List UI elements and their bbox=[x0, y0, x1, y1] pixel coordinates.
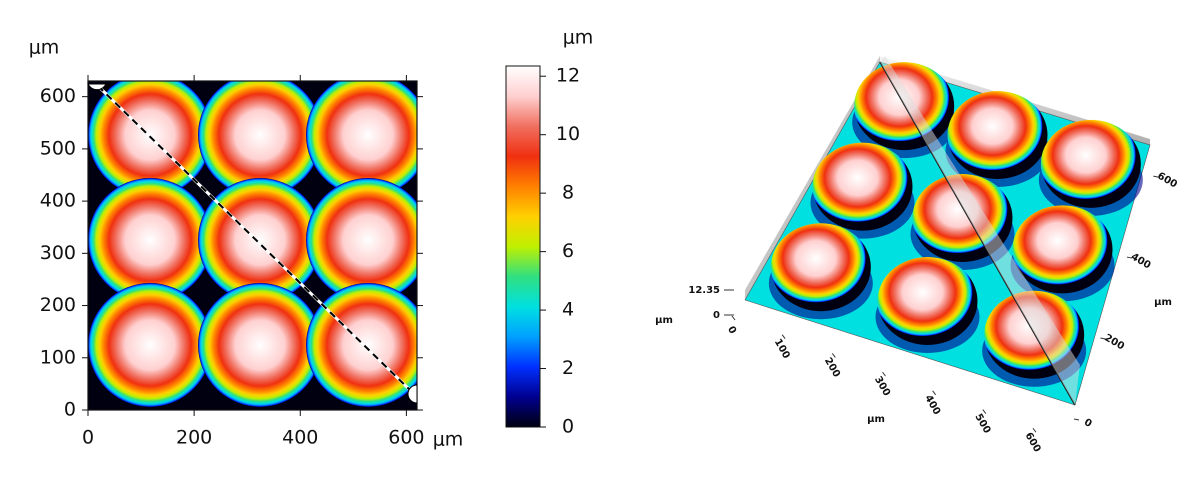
z3d-tick-label: 0 bbox=[713, 310, 720, 321]
x3d-tick-label: 100 bbox=[772, 337, 792, 361]
y-tick-label: 200 bbox=[40, 294, 76, 316]
x3d-tick bbox=[731, 315, 736, 321]
surface-3d bbox=[744, 56, 1151, 406]
x3d-tick bbox=[932, 390, 937, 396]
x-tick-label: 0 bbox=[82, 427, 94, 449]
z3d-tick-label: 12.35 bbox=[688, 285, 720, 296]
lens-spot bbox=[198, 81, 322, 197]
x3d-tick bbox=[831, 353, 836, 358]
lens-spot bbox=[306, 178, 417, 302]
lens-spot bbox=[198, 178, 322, 302]
x3d-tick-label: 600 bbox=[1023, 431, 1043, 455]
x3d-tick-label: 500 bbox=[972, 412, 992, 436]
colorbar-tick-label: 8 bbox=[562, 182, 574, 204]
colorbar bbox=[505, 65, 541, 428]
y-tick-label: 100 bbox=[40, 346, 76, 368]
x3d-tick bbox=[982, 409, 987, 414]
lens-dome bbox=[1040, 119, 1141, 208]
profile-plane bbox=[880, 56, 1080, 405]
colorbar-tick-label: 0 bbox=[562, 416, 574, 438]
profile-start-cap bbox=[87, 83, 107, 91]
lens-dome bbox=[770, 223, 871, 312]
x3d-axis-unit: μm bbox=[867, 414, 885, 425]
colorbar-unit: μm bbox=[563, 27, 594, 49]
y3d-tick bbox=[1126, 256, 1133, 259]
y3d-axis-unit: μm bbox=[1154, 297, 1172, 308]
lens-spot bbox=[198, 283, 322, 407]
lens-spot bbox=[306, 81, 417, 197]
lens-dome bbox=[877, 257, 978, 345]
y-tick-label: 0 bbox=[64, 399, 76, 421]
y-tick-label: 600 bbox=[40, 85, 76, 107]
x3d-tick-label: 200 bbox=[822, 356, 842, 380]
colorbar-tick-label: 4 bbox=[562, 299, 574, 321]
x3d-tick-label: 300 bbox=[872, 375, 892, 399]
lens-dome bbox=[1012, 205, 1113, 294]
y-tick-label: 300 bbox=[40, 242, 76, 264]
y-axis-unit: μm bbox=[29, 37, 60, 59]
lens-spot bbox=[88, 178, 212, 302]
x3d-tick-label: 400 bbox=[922, 393, 942, 417]
y-tick-label: 400 bbox=[40, 190, 76, 212]
x3d-tick-label: 0 bbox=[725, 324, 738, 336]
lens-dome bbox=[812, 142, 913, 231]
x3d-tick bbox=[882, 371, 886, 377]
heatmap-field bbox=[88, 81, 417, 410]
y3d-tick bbox=[1153, 175, 1159, 178]
x-axis-unit: μm bbox=[433, 429, 464, 451]
x3d-tick bbox=[781, 334, 786, 340]
z-axis-unit: μm bbox=[655, 315, 673, 326]
x-tick-label: 600 bbox=[388, 427, 424, 449]
x-tick-label: 200 bbox=[176, 427, 212, 449]
colorbar-tick-label: 10 bbox=[556, 123, 580, 145]
side-wall bbox=[745, 56, 880, 300]
y3d-tick bbox=[1100, 337, 1106, 340]
colorbar-tick-label: 12 bbox=[556, 65, 580, 87]
y-tick-label: 500 bbox=[40, 137, 76, 159]
profile-line bbox=[97, 85, 414, 394]
y3d-tick-label: 200 bbox=[1102, 332, 1126, 352]
plot-frame bbox=[87, 80, 418, 411]
profile-end-cap bbox=[407, 384, 418, 404]
colorbar-tick-label: 6 bbox=[562, 240, 574, 262]
y3d-tick bbox=[1073, 418, 1080, 421]
y3d-tick-label: 600 bbox=[1155, 171, 1179, 191]
lens-dome bbox=[854, 62, 955, 151]
y3d-tick-label: 400 bbox=[1129, 252, 1153, 272]
lens-spot bbox=[88, 283, 212, 407]
x3d-tick bbox=[1032, 427, 1037, 433]
lens-dome bbox=[947, 91, 1048, 179]
y3d-tick-label: 0 bbox=[1082, 417, 1094, 430]
colorbar-tick-label: 2 bbox=[562, 357, 574, 379]
x-tick-label: 400 bbox=[282, 427, 318, 449]
